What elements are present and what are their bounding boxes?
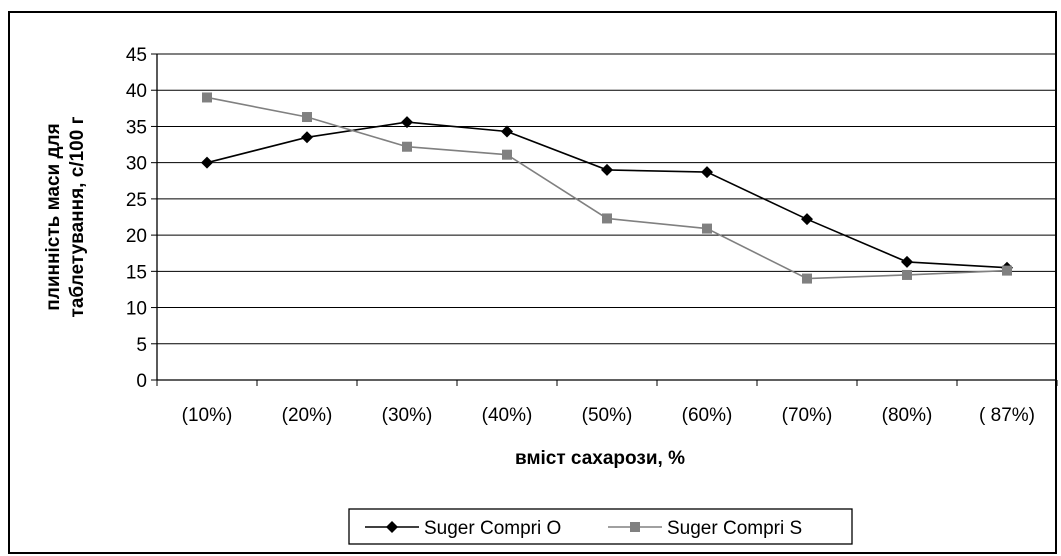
point-0-6 [801,213,813,226]
chart-frame [8,11,1057,554]
y-tick-label-10: 10 [126,299,147,320]
y-axis-title: плинність маси для таблетування, с/100 г [43,116,88,317]
legend-marker-diamond [386,521,398,533]
series-0 [201,116,1013,274]
x-tick-label-4: (50%) [582,405,633,426]
point-1-4 [602,213,612,224]
y-tick-label-45: 45 [126,45,147,66]
point-1-2 [402,141,412,152]
axes [151,53,1058,386]
point-0-4 [601,163,613,176]
y-tick-label-40: 40 [126,81,147,102]
series-line-0 [206,121,1008,269]
x-tick-label-0: (10%) [182,405,233,426]
legend-label-1: Suger Compri S [667,518,802,539]
point-1-1 [302,112,312,123]
x-tick-labels: (10%) (20%) (30%) (40%) (50%) (60%) (70%) (80%)… [182,405,1035,426]
y-tick-label-20: 20 [126,226,147,247]
series-layer [201,92,1013,284]
point-0-5 [701,166,713,179]
point-1-7 [902,269,912,280]
point-1-0 [202,92,212,103]
legend-box [348,508,853,545]
legend-entry-1: Suger Compri S [608,518,802,539]
legend: Suger Compri O Suger Compri S [348,508,853,545]
point-1-6 [802,273,812,284]
point-0-1 [301,131,313,144]
y-tick-label-30: 30 [126,154,147,175]
y-tick-label-15: 15 [126,262,147,283]
x-tick-label-1: (20%) [282,405,333,426]
y-tick-labels: 0 5 10 15 20 25 30 35 40 45 [126,45,147,392]
point-1-3 [502,149,512,160]
point-1-5 [702,223,712,234]
y-tick-label-25: 25 [126,190,147,211]
point-0-3 [501,125,513,138]
legend-entry-0: Suger Compri O [365,518,561,539]
y-axis-title-line-2: таблетування, с/100 г [67,116,88,317]
legend-marker-square [630,522,640,532]
gridlines [157,53,1057,345]
x-axis-title: вміст сахарози, % [515,448,685,469]
x-tick-label-5: (60%) [682,405,733,426]
y-tick-label-0: 0 [136,371,147,392]
point-1-8 [1002,265,1012,276]
x-tick-label-8: ( 87%) [979,405,1035,426]
y-tick-label-35: 35 [126,117,147,138]
x-tick-label-6: (70%) [782,405,833,426]
point-0-7 [901,255,913,268]
series-line-1 [206,96,1008,280]
legend-label-0: Suger Compri O [424,518,561,539]
y-tick-label-5: 5 [136,335,147,356]
x-tick-label-2: (30%) [382,405,433,426]
point-0-2 [401,116,413,129]
x-tick-label-7: (80%) [882,405,933,426]
x-tick-label-3: (40%) [482,405,533,426]
y-axis-title-line-1: плинність маси для [43,123,64,310]
point-0-0 [201,156,213,169]
series-1 [202,92,1012,284]
